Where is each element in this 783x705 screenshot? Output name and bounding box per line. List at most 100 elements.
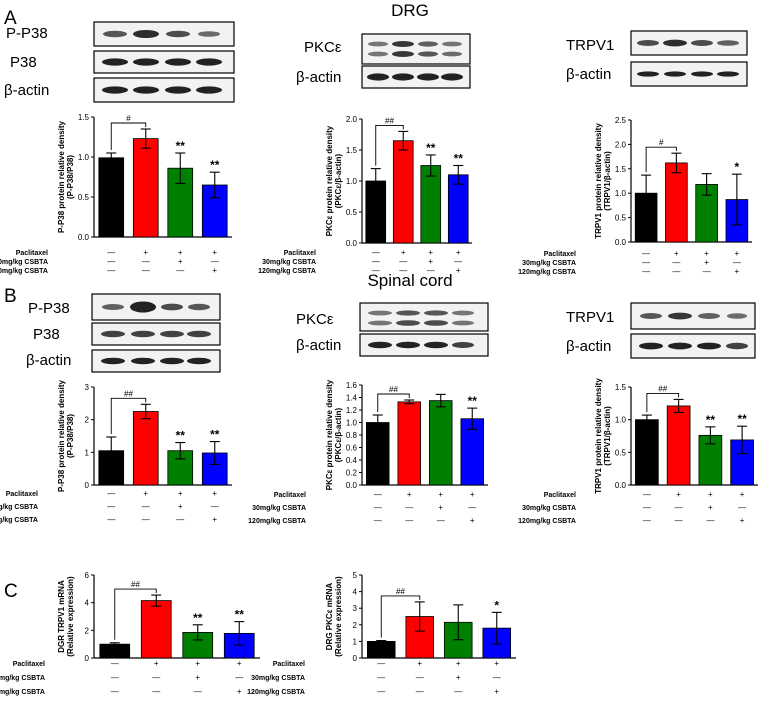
chart-a3: 0.0 0.5 1.0 1.5 2.0 2.5 TRPV1 protein relative… (518, 116, 752, 276)
blot-strip (91, 349, 221, 373)
condition-sign: — (416, 687, 424, 696)
condition-sign: + (456, 673, 461, 682)
y-axis-label: (Relative expression) (334, 576, 343, 657)
blot-band (452, 310, 474, 316)
blot-band (392, 73, 414, 81)
blot-band (188, 303, 210, 311)
condition-sign: — (142, 515, 150, 524)
condition-label: Paclitaxel (544, 492, 576, 499)
blot-band (637, 40, 659, 46)
y-tick-label: 4 (85, 599, 90, 608)
significance-mark: * (735, 160, 740, 174)
condition-sign: + (407, 490, 412, 499)
bar (98, 157, 125, 238)
y-tick-label: 0.0 (615, 481, 627, 490)
blot-label: β-actin (296, 69, 341, 86)
y-tick-label: 0.0 (346, 239, 358, 248)
condition-sign: + (456, 659, 461, 668)
condition-sign: — (377, 687, 385, 696)
y-tick-label: 1.5 (615, 165, 627, 174)
blot-strip (93, 50, 235, 74)
condition-sign: + (676, 490, 681, 499)
condition-sign: + (494, 659, 499, 668)
significance-mark: ** (176, 139, 186, 153)
condition-sign: + (237, 659, 242, 668)
blot-band (717, 40, 739, 46)
y-axis-label: PKCε protein relative density (325, 125, 334, 236)
condition-sign: — (427, 266, 435, 275)
y-tick-label: 1.5 (346, 146, 358, 155)
blot-band (198, 31, 220, 37)
blot-band (727, 313, 747, 319)
condition-sign: — (107, 489, 115, 498)
significance-mark: ** (737, 412, 747, 426)
condition-sign: + (708, 503, 713, 512)
comparison-label: ## (124, 389, 133, 398)
condition-sign: — (493, 673, 501, 682)
condition-sign: — (152, 687, 160, 696)
blot-band (101, 330, 125, 338)
blot-band (196, 86, 222, 94)
y-tick-label: 1.4 (346, 394, 358, 403)
y-axis-label: (P-P38/P38) (66, 155, 75, 199)
blot-label: β-actin (566, 338, 611, 355)
condition-sign: + (735, 267, 740, 276)
blot-label: PKCε (296, 311, 334, 328)
bar (666, 405, 691, 486)
blot-band (442, 41, 462, 47)
condition-sign: — (642, 258, 650, 267)
section-letter-c: C (4, 581, 18, 602)
significance-mark: ** (426, 141, 436, 155)
condition-sign: — (211, 502, 219, 511)
chart-c1: 0 2 4 6 DGR TRPV1 mRNA (Relative expression) *… (0, 571, 260, 696)
blot-band (697, 342, 721, 350)
blot-band (160, 357, 184, 365)
bar (635, 419, 659, 486)
condition-label: 30mg/kg CSBTA (0, 504, 38, 511)
condition-sign: — (176, 266, 184, 275)
condition-sign: — (142, 257, 150, 266)
condition-sign: — (643, 516, 651, 525)
blot-band (187, 357, 211, 365)
blot-band (663, 39, 687, 47)
y-axis-label: TRPV1 protein relative density (594, 123, 603, 239)
blot-band (698, 313, 720, 319)
blot-label: TRPV1 (566, 37, 614, 54)
chart-a1: 0.0 0.5 1.0 1.5 P-P38 protein relative densi… (0, 113, 232, 275)
blot-band (668, 312, 692, 320)
condition-label: 30mg/kg CSBTA (522, 505, 576, 512)
condition-label: 30mg/kg CSBTA (0, 259, 48, 266)
blot-label: β-actin (26, 352, 71, 369)
y-axis-label: PKCε protein relative density (325, 379, 334, 490)
blot-band (392, 41, 414, 47)
condition-sign: — (642, 267, 650, 276)
significance-mark: ** (193, 611, 203, 625)
blot-band (418, 51, 438, 57)
blot-band (103, 30, 127, 38)
section-letter-b: B (4, 286, 17, 307)
blot-band (668, 342, 692, 350)
condition-sign: + (704, 258, 709, 267)
condition-sign: — (733, 258, 741, 267)
y-tick-label: 2.0 (615, 140, 627, 149)
y-tick-label: 2 (85, 626, 90, 635)
y-tick-label: 0.5 (615, 214, 627, 223)
bar (392, 140, 414, 244)
blot-band (424, 320, 448, 326)
blot-band (452, 342, 474, 348)
bar (429, 400, 453, 486)
condition-label: 30mg/kg CSBTA (262, 259, 316, 266)
y-tick-label: 0.6 (346, 444, 358, 453)
bar (140, 600, 172, 659)
chart-c2: 0 1 2 3 4 5 DRG PKCε mRNA (Relative expression)… (247, 571, 516, 696)
condition-label: 120mg/kg CSBTA (247, 689, 305, 696)
blot-band (166, 30, 190, 38)
condition-sign: + (708, 490, 713, 499)
blot-band (639, 342, 663, 350)
condition-label: 120mg/kg CSBTA (518, 518, 576, 525)
condition-sign: — (675, 516, 683, 525)
condition-sign: — (142, 502, 150, 511)
condition-label: 120mg/kg CSBTA (0, 689, 45, 696)
condition-label: 120mg/kg CSBTA (518, 269, 576, 276)
condition-sign: + (195, 673, 200, 682)
